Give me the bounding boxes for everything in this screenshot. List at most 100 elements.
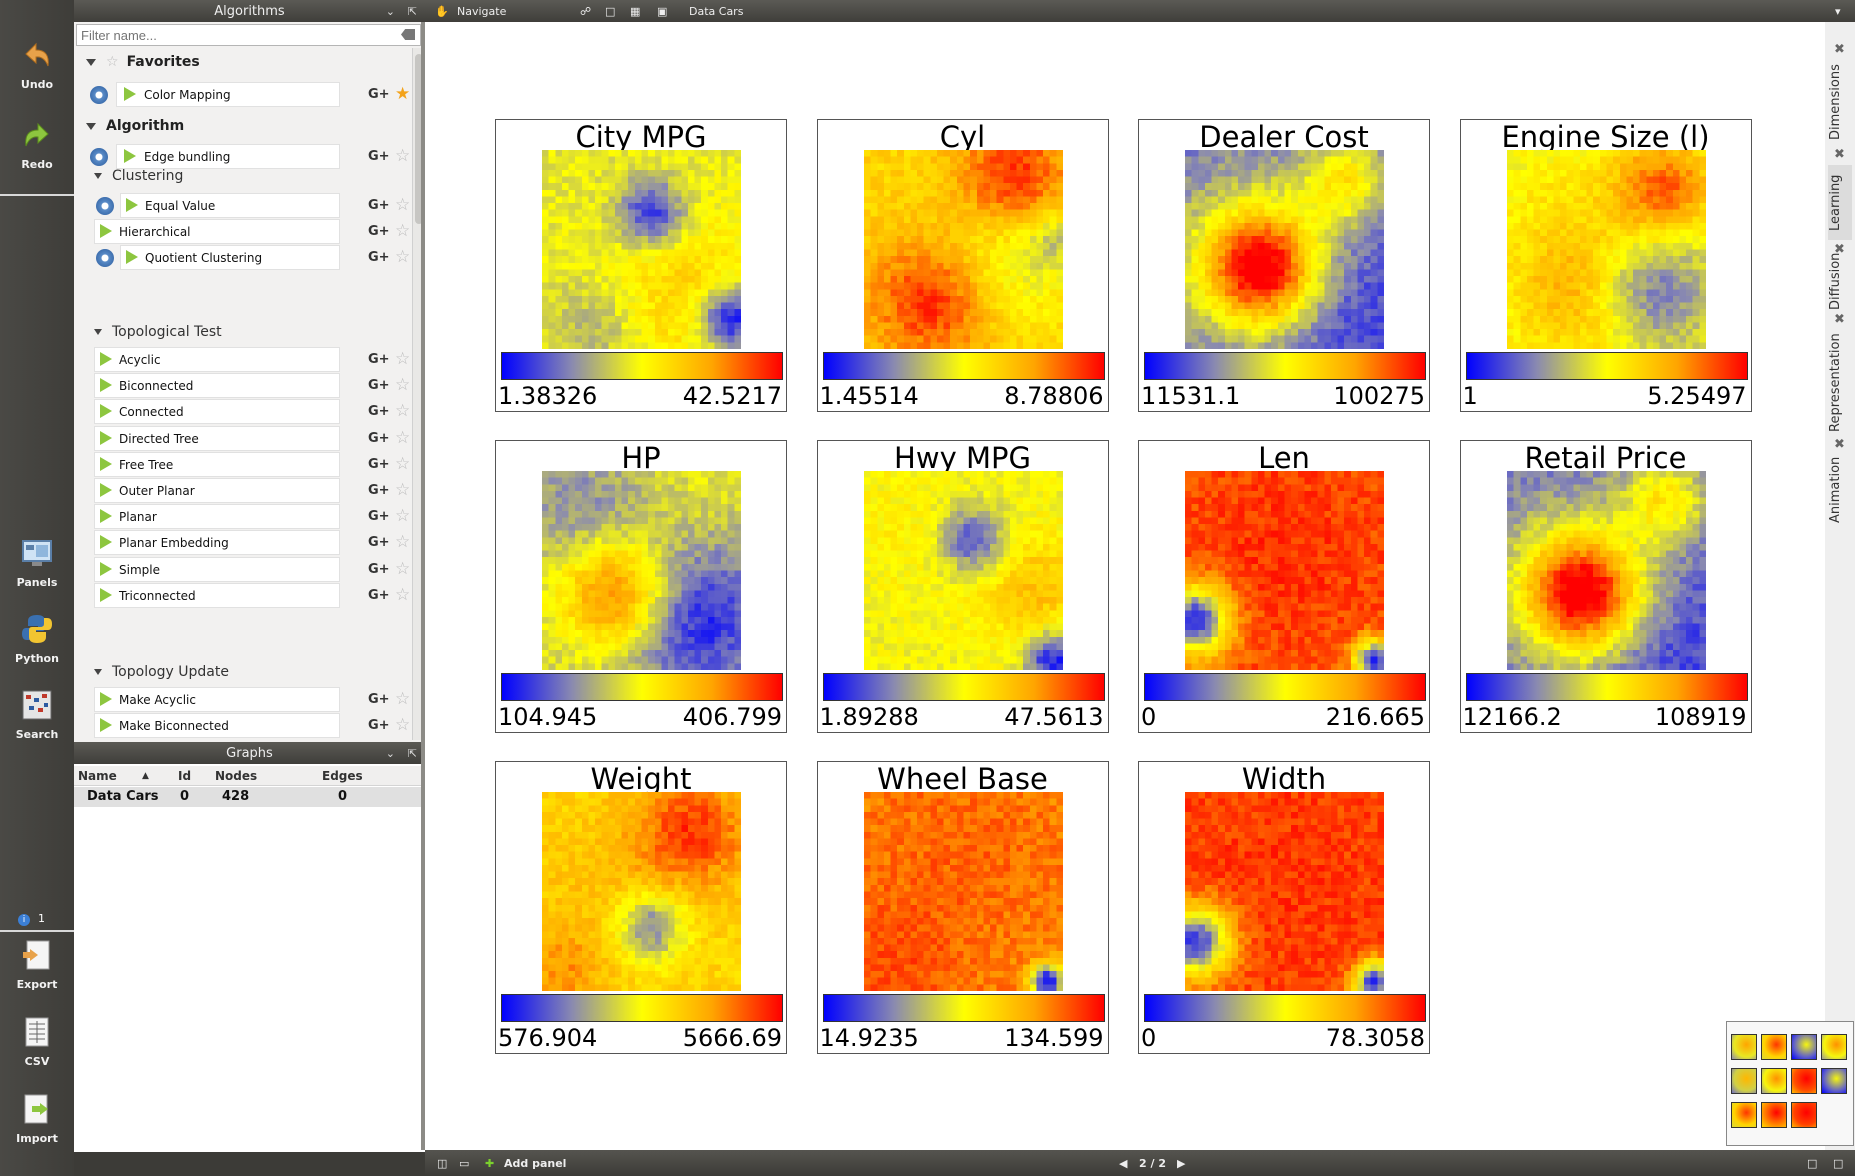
heatmap-panel[interactable]: Cyl 1.45514 8.78806: [816, 119, 1109, 412]
chevron-down-icon[interactable]: ⌄: [385, 747, 395, 760]
add-to-graph-icon[interactable]: G+: [368, 509, 390, 525]
undock-icon[interactable]: ⇱: [407, 747, 417, 760]
hand-icon[interactable]: ✋: [435, 5, 449, 18]
algorithm-section[interactable]: Algorithm: [86, 118, 184, 134]
favorite-star-icon[interactable]: ☆: [395, 195, 411, 215]
algorithm-button[interactable]: [94, 556, 340, 582]
add-to-graph-icon[interactable]: G+: [368, 483, 390, 498]
algorithm-row[interactable]: Acyclic G+ ☆: [88, 346, 411, 372]
favorite-star-icon[interactable]: ☆: [395, 715, 411, 735]
clear-filter-icon[interactable]: [401, 29, 415, 40]
favorite-star-icon[interactable]: ☆: [395, 146, 411, 166]
favorite-star-icon[interactable]: ☆: [395, 532, 411, 553]
grid-icon[interactable]: ▦: [630, 5, 641, 18]
column-nodes[interactable]: Nodes: [215, 769, 258, 783]
topological-test-section[interactable]: Topological Test: [94, 324, 222, 340]
add-to-graph-icon[interactable]: G+: [368, 718, 390, 733]
undock-icon[interactable]: ⇱: [407, 5, 417, 18]
export-button[interactable]: Export: [0, 938, 74, 991]
favorite-star-icon[interactable]: ☆: [395, 427, 411, 448]
algorithm-button[interactable]: [94, 373, 340, 399]
column-edges[interactable]: Edges: [322, 769, 363, 783]
algorithm-row-edge-bundling[interactable]: Edge bundling G+ ☆: [88, 143, 411, 169]
algorithm-button[interactable]: [116, 144, 340, 169]
search-button[interactable]: Search: [0, 688, 74, 741]
add-to-graph-icon[interactable]: G+: [368, 198, 390, 213]
algorithm-button[interactable]: [120, 245, 340, 270]
undo-button[interactable]: Undo: [0, 38, 74, 91]
add-to-graph-icon[interactable]: G+: [368, 352, 390, 367]
algorithm-row[interactable]: Simple G+ ☆: [88, 556, 411, 582]
algorithm-row[interactable]: Biconnected G+ ☆: [88, 372, 411, 399]
favorite-star-icon[interactable]: ☆: [395, 453, 411, 474]
add-to-graph-icon[interactable]: G+: [368, 250, 390, 265]
favorite-star-icon[interactable]: ☆: [395, 506, 411, 527]
algorithm-row[interactable]: Planar G+ ☆: [88, 503, 411, 530]
redo-button[interactable]: Redo: [0, 118, 74, 171]
add-to-graph-icon[interactable]: G+: [368, 149, 390, 164]
algorithm-row-color-mapping[interactable]: Color Mapping G+ ★: [88, 81, 411, 107]
add-to-graph-icon[interactable]: G+: [368, 224, 390, 239]
algorithm-row[interactable]: Connected G+ ☆: [88, 398, 411, 425]
algorithm-row[interactable]: Quotient Clustering G+ ☆: [88, 244, 411, 270]
add-to-graph-icon[interactable]: G+: [368, 587, 390, 603]
favorite-star-icon[interactable]: ☆: [395, 584, 411, 605]
heatmap-panel[interactable]: Hwy MPG 1.89288 47.5613: [816, 440, 1109, 733]
python-button[interactable]: Python: [0, 612, 74, 665]
algorithm-button[interactable]: [120, 193, 340, 218]
add-to-graph-icon[interactable]: G+: [368, 378, 390, 394]
column-name[interactable]: Name: [78, 769, 117, 783]
algorithm-button[interactable]: [94, 399, 340, 425]
favorite-star-icon[interactable]: ☆: [395, 221, 411, 241]
favorite-star-icon[interactable]: ☆: [395, 401, 411, 422]
favorite-star-icon[interactable]: ☆: [395, 375, 411, 396]
heatmap-panel[interactable]: HP 104.945 406.799: [495, 440, 787, 733]
camera-icon[interactable]: ▣: [657, 5, 668, 18]
splitter[interactable]: [421, 22, 425, 1150]
algorithm-button[interactable]: [94, 478, 340, 503]
topology-update-section[interactable]: Topology Update: [94, 664, 229, 680]
algorithm-button[interactable]: [94, 347, 340, 372]
algorithm-button[interactable]: [94, 425, 340, 451]
algorithm-button[interactable]: [94, 451, 340, 477]
favorite-star-icon[interactable]: ★: [395, 84, 411, 104]
scrollbar-thumb[interactable]: [415, 54, 423, 224]
zoom-icon[interactable]: ☍: [580, 5, 592, 18]
graph-row[interactable]: Data Cars 0 428 0: [74, 787, 425, 807]
algorithm-row[interactable]: Planar Embedding G+ ☆: [88, 529, 411, 556]
algorithm-button[interactable]: [94, 687, 340, 712]
chevron-down-icon[interactable]: ⌄: [385, 5, 395, 18]
column-id[interactable]: Id: [178, 769, 192, 783]
csv-button[interactable]: CSV: [0, 1015, 74, 1068]
favorite-star-icon[interactable]: ☆: [395, 689, 411, 709]
algorithm-button[interactable]: [94, 219, 340, 244]
algorithm-row[interactable]: Triconnected G+ ☆: [88, 582, 411, 608]
heatmap-panel[interactable]: City MPG 1.38326 42.5217: [495, 119, 787, 412]
favorite-star-icon[interactable]: ☆: [395, 349, 411, 369]
favorite-star-icon[interactable]: ☆: [395, 247, 411, 267]
algorithm-button[interactable]: [94, 582, 340, 608]
navigate-mode[interactable]: Navigate: [457, 5, 507, 18]
chevron-down-icon[interactable]: ▾: [1835, 5, 1841, 18]
add-to-graph-icon[interactable]: G+: [368, 456, 390, 472]
algorithm-row[interactable]: Outer Planar G+ ☆: [88, 477, 411, 503]
heatmap-panel[interactable]: Dealer Cost 11531.1 100275: [1138, 119, 1430, 412]
algorithm-button[interactable]: [94, 713, 340, 738]
heatmap-panel[interactable]: Engine Size (l) 1 5.25497: [1459, 119, 1752, 412]
algorithm-button[interactable]: [94, 504, 340, 530]
favorite-star-icon[interactable]: ☆: [395, 558, 411, 579]
algorithm-row[interactable]: Make Biconnected G+ ☆: [88, 712, 411, 738]
algorithm-button[interactable]: [94, 530, 340, 556]
clustering-section[interactable]: Clustering: [94, 168, 183, 184]
select-icon[interactable]: □: [605, 5, 616, 18]
gear-icon[interactable]: [90, 148, 108, 166]
gear-icon[interactable]: [90, 86, 108, 104]
add-to-graph-icon[interactable]: G+: [368, 430, 390, 446]
favorites-section[interactable]: ☆ Favorites: [86, 54, 200, 70]
panels-button[interactable]: Panels: [0, 536, 74, 589]
algorithm-row[interactable]: Free Tree G+ ☆: [88, 451, 411, 477]
algorithm-row[interactable]: Equal Value G+ ☆: [88, 192, 411, 218]
algorithm-row[interactable]: Directed Tree G+ ☆: [88, 425, 411, 451]
gear-icon[interactable]: [96, 249, 114, 267]
